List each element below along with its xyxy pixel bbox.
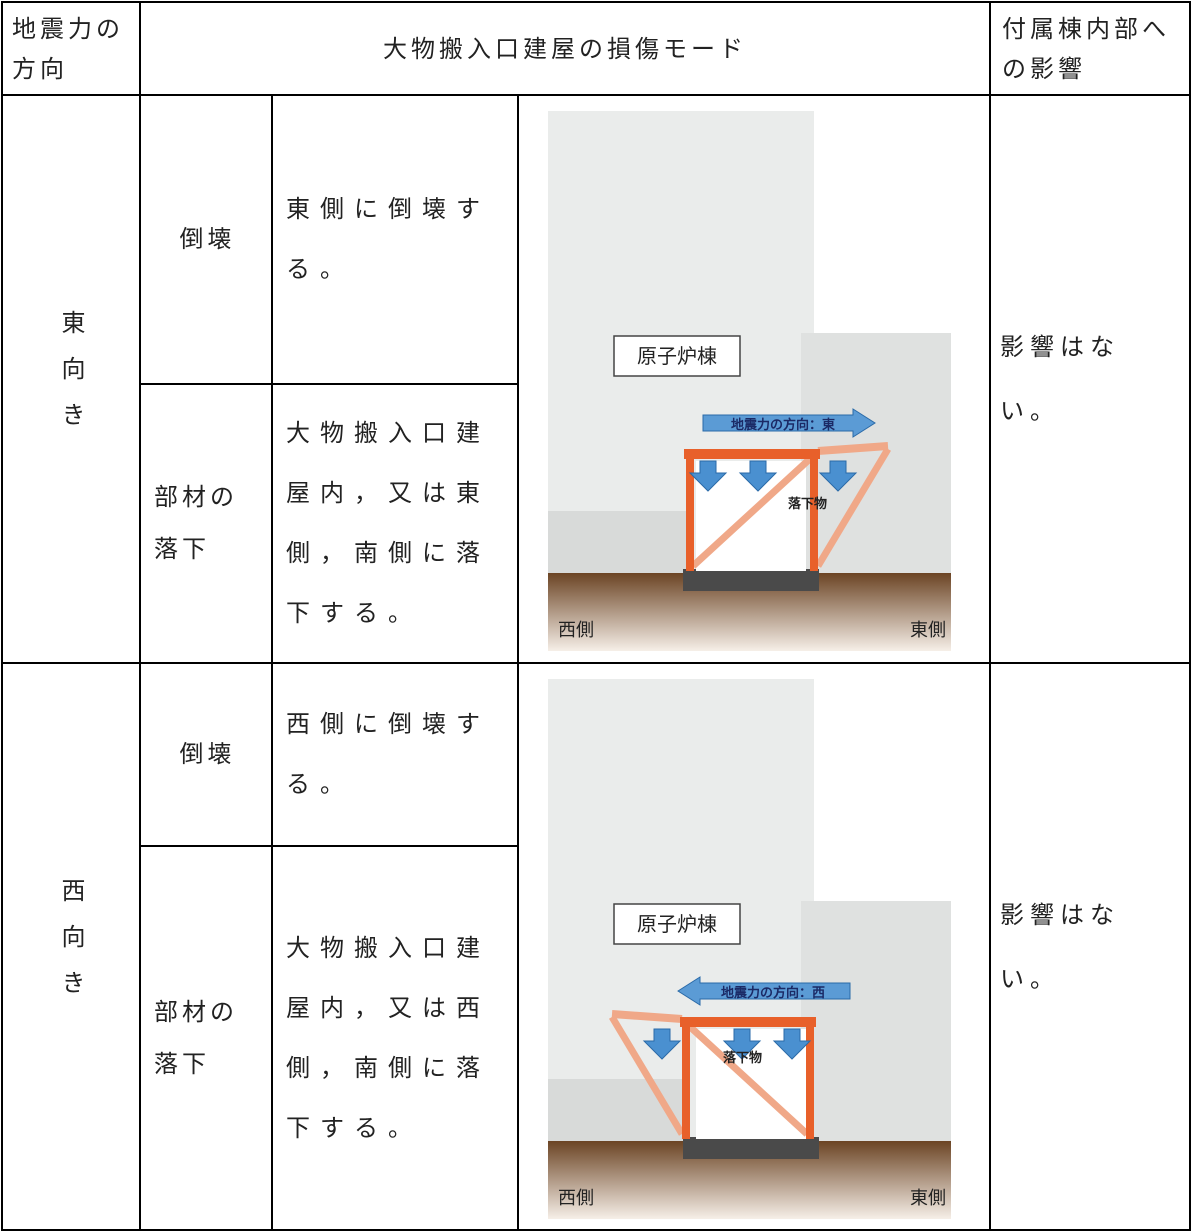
brace — [684, 1021, 810, 1137]
header-cell: 付属棟内部への影響 — [1002, 14, 1170, 83]
border-line — [1, 662, 1191, 664]
falling-label: 落下物 — [723, 1050, 762, 1066]
border-line — [139, 1, 141, 1231]
description-cell: 西側に倒壊する。 — [286, 710, 490, 798]
mode-cell: 倒壊 — [179, 740, 236, 768]
brace — [814, 447, 892, 568]
border-line — [140, 383, 518, 385]
border-line — [140, 845, 518, 847]
mode-cell: 部材の落下 — [154, 997, 238, 1078]
beam — [680, 1017, 816, 1027]
brace — [817, 442, 889, 455]
mode-cell: 倒壊 — [179, 225, 236, 253]
east-label: 東側 — [910, 1188, 946, 1209]
annex-building — [801, 901, 951, 1149]
description-cell: 大物搬入口建屋内，又は東側，南側に落下する。 — [286, 419, 490, 627]
description-cell: 大物搬入口建屋内，又は西側，南側に落下する。 — [286, 933, 490, 1142]
fall-arrow — [738, 460, 778, 492]
border-line — [1, 94, 1191, 96]
mode-cell: 部材の落下 — [154, 483, 238, 563]
border-line — [1189, 1, 1191, 1231]
annex-building — [801, 333, 951, 581]
fall-arrow — [772, 1028, 812, 1060]
header-cell: 大物搬入口建屋の損傷モード — [383, 34, 747, 63]
fall-arrow — [688, 460, 728, 492]
impact-cell: 影響はない。 — [1000, 900, 1120, 993]
force-arrow — [677, 976, 851, 1006]
falling-label: 落下物 — [788, 496, 827, 512]
west-label: 西側 — [558, 620, 594, 641]
frame — [684, 442, 892, 571]
column — [686, 451, 694, 571]
column — [682, 1019, 690, 1139]
direction-cell: 東向き — [57, 310, 85, 448]
border-line — [989, 1, 991, 1231]
building-label: 原子炉棟 — [637, 344, 717, 368]
east-label: 東側 — [910, 620, 946, 641]
column — [806, 1019, 814, 1139]
foundation — [683, 1137, 819, 1159]
fall-arrow — [642, 1028, 682, 1060]
west-label: 西側 — [558, 1188, 594, 1209]
lower-band — [548, 511, 688, 581]
brace — [611, 1010, 683, 1023]
border-line — [517, 95, 519, 1230]
foundation — [683, 569, 819, 591]
fall-arrow — [818, 460, 858, 492]
border-line — [1, 1229, 1191, 1231]
border-line — [1, 1, 3, 1231]
building-label: 原子炉棟 — [637, 912, 717, 936]
column — [810, 451, 818, 571]
impact-cell: 影響はない。 — [1000, 333, 1120, 425]
frame — [608, 1010, 816, 1139]
force-label: 地震力の方向：東 — [731, 417, 835, 433]
fall-arrow — [722, 1028, 762, 1060]
direction-cell: 西向き — [57, 877, 85, 1016]
beam — [684, 449, 820, 459]
lower-band — [548, 1079, 688, 1149]
description-cell: 東側に倒壊する。 — [286, 195, 490, 283]
force-label: 地震力の方向：西 — [721, 985, 825, 1001]
border-line — [1, 1, 1191, 3]
brace — [690, 453, 816, 569]
label-box — [613, 903, 741, 945]
border-line — [271, 95, 273, 1230]
label-box — [613, 335, 741, 377]
brace — [608, 1015, 686, 1136]
header-cell: 地震力の方向 — [12, 14, 124, 83]
force-arrow — [702, 408, 876, 438]
